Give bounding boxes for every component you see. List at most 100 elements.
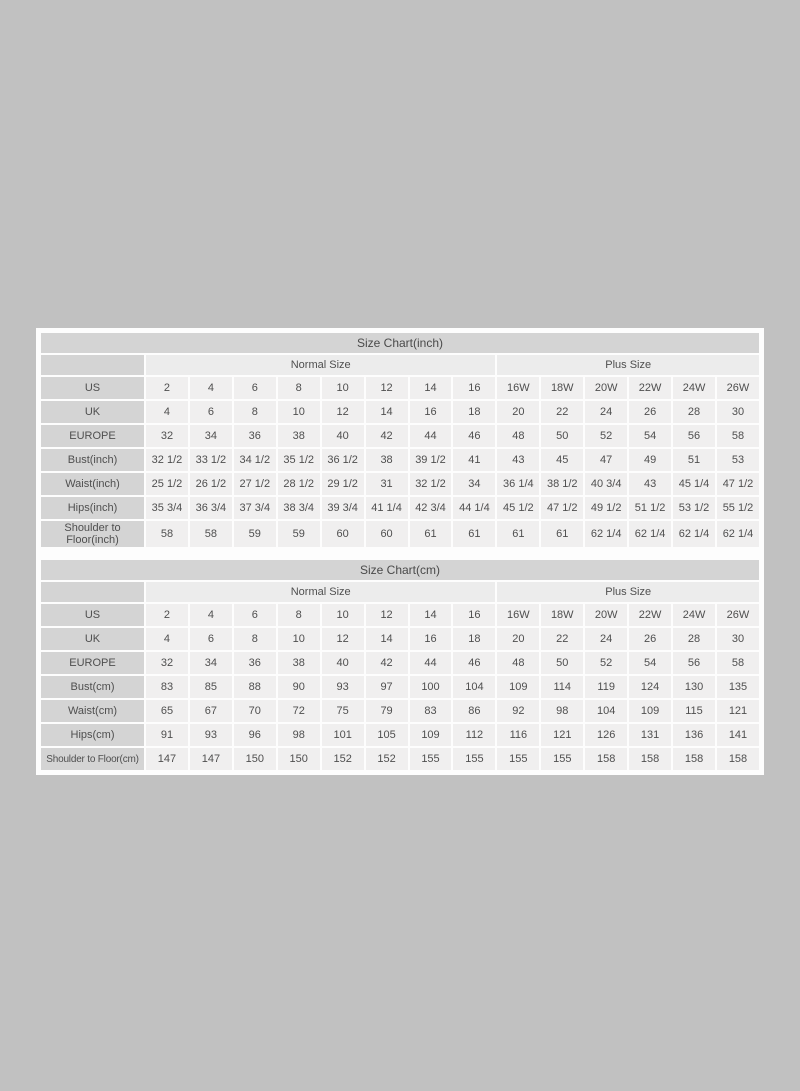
table-cell: 150 [233, 748, 276, 770]
table-cell: 26W [716, 377, 759, 399]
table-cell: 30 [716, 401, 759, 423]
table-cell: 40 [321, 425, 364, 447]
table-cell: 24W [673, 604, 715, 626]
table-cell: 116 [497, 724, 540, 746]
size-chart-cm-table: Size Chart(cm) Normal Size Plus Size US 2 4 6 8… [39, 558, 761, 772]
table-cell: 41 1/4 [365, 497, 408, 519]
table-cell: 38 [365, 449, 408, 471]
table-cell: 46 [453, 652, 496, 674]
group-header: Normal Size [146, 582, 496, 602]
table-cell: 115 [673, 700, 715, 722]
table-cell: 34 [189, 652, 232, 674]
table-cell: 135 [716, 676, 759, 698]
table-cell: 83 [409, 700, 452, 722]
table-cell: 30 [716, 628, 759, 650]
table-cell: 16W [497, 377, 540, 399]
table-cell: 8 [233, 628, 276, 650]
size-chart-panel: Size Chart(inch) Normal Size Plus Size US 2 4… [36, 328, 764, 775]
table-cell: 25 1/2 [146, 473, 188, 495]
table-cell: 49 [629, 449, 672, 471]
table-cell: 4 [146, 628, 188, 650]
table-cell: 22W [629, 377, 672, 399]
table-cell: 35 3/4 [146, 497, 188, 519]
table-cell: 105 [365, 724, 408, 746]
table-cell: 60 [321, 521, 364, 547]
table-cell: 47 [585, 449, 628, 471]
table-cell: 56 [673, 652, 715, 674]
row-label: Hips(cm) [41, 724, 144, 746]
table-cell: 155 [453, 748, 496, 770]
table-cell: 31 [365, 473, 408, 495]
table-cell: 10 [321, 377, 364, 399]
table-cell: 79 [365, 700, 408, 722]
table-cell: 62 1/4 [629, 521, 672, 547]
table-cell: 42 [365, 652, 408, 674]
table-cell: 155 [497, 748, 540, 770]
table-cell: 12 [365, 604, 408, 626]
table-cell: 43 [629, 473, 672, 495]
row-label: Shoulder to Floor(cm) [41, 748, 144, 770]
table-cell: 16 [453, 604, 496, 626]
table-cell: 98 [541, 700, 584, 722]
table-cell: 48 [497, 425, 540, 447]
table-cell: 14 [409, 377, 452, 399]
table-title-row: Size Chart(inch) [41, 333, 759, 353]
table-cell: 38 [277, 652, 320, 674]
table-cell: 93 [321, 676, 364, 698]
table-row: Shoulder to Floor(inch) 58 58 59 59 60 60 61 61 6… [41, 521, 759, 547]
table-cell: 14 [365, 401, 408, 423]
table-cell: 38 1/2 [541, 473, 584, 495]
table-cell: 39 3/4 [321, 497, 364, 519]
table-cell: 26W [716, 604, 759, 626]
table-cell: 35 1/2 [277, 449, 320, 471]
table-cell: 62 1/4 [716, 521, 759, 547]
table-cell: 4 [189, 604, 232, 626]
table-cell: 109 [409, 724, 452, 746]
row-label: Bust(cm) [41, 676, 144, 698]
table-cell: 20W [585, 377, 628, 399]
table-row: Bust(cm) 83 85 88 90 93 97 100 104 109 114 119 124 13… [41, 676, 759, 698]
table-row: UK 4 6 8 10 12 14 16 18 20 22 24 26 28 30 [41, 628, 759, 650]
table-cell: 51 1/2 [629, 497, 672, 519]
table-cell: 114 [541, 676, 584, 698]
table-cell: 62 1/4 [585, 521, 628, 547]
table-cell: 56 [673, 425, 715, 447]
table-cell: 8 [277, 604, 320, 626]
corner-cell [41, 355, 144, 375]
table-cell: 92 [497, 700, 540, 722]
table-cell: 90 [277, 676, 320, 698]
row-label: UK [41, 401, 144, 423]
table-cell: 26 1/2 [189, 473, 232, 495]
table-cell: 44 [409, 425, 452, 447]
table-cell: 51 [673, 449, 715, 471]
row-label: Hips(inch) [41, 497, 144, 519]
table-title: Size Chart(cm) [41, 560, 759, 580]
table-cell: 155 [541, 748, 584, 770]
table-cell: 32 1/2 [409, 473, 452, 495]
table-cell: 50 [541, 425, 584, 447]
table-cell: 130 [673, 676, 715, 698]
table-cell: 58 [189, 521, 232, 547]
table-cell: 147 [189, 748, 232, 770]
table-cell: 121 [716, 700, 759, 722]
table-cell: 32 1/2 [146, 449, 188, 471]
table-cell: 119 [585, 676, 628, 698]
table-cell: 150 [277, 748, 320, 770]
table-cell: 24 [585, 401, 628, 423]
table-cell: 104 [585, 700, 628, 722]
table-cell: 20W [585, 604, 628, 626]
table-cell: 65 [146, 700, 188, 722]
table-cell: 26 [629, 401, 672, 423]
table-cell: 28 [673, 401, 715, 423]
table-cell: 58 [716, 425, 759, 447]
table-cell: 152 [365, 748, 408, 770]
table-cell: 61 [497, 521, 540, 547]
row-label: EUROPE [41, 652, 144, 674]
table-cell: 121 [541, 724, 584, 746]
table-cell: 39 1/2 [409, 449, 452, 471]
table-cell: 45 1/2 [497, 497, 540, 519]
table-cell: 10 [277, 401, 320, 423]
table-cell: 88 [233, 676, 276, 698]
row-label: Bust(inch) [41, 449, 144, 471]
table-cell: 61 [409, 521, 452, 547]
